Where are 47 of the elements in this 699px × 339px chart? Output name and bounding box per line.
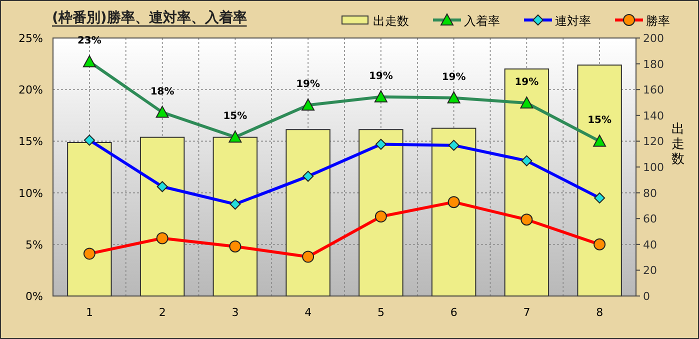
legend-label: 連対率 [555, 14, 591, 28]
y2-tick-label: 140 [643, 109, 664, 122]
x-tick-label: 6 [450, 306, 458, 319]
y-tick-label: 10% [18, 186, 43, 200]
data-label: 15% [588, 115, 612, 126]
data-label: 15% [223, 111, 248, 122]
x-tick-label: 2 [158, 306, 166, 319]
data-label: 19% [442, 72, 466, 83]
legend-label: 出走数 [373, 14, 409, 28]
y2-tick-label: 20 [643, 264, 657, 278]
y2-tick-label: 40 [643, 238, 657, 252]
bar [577, 64, 622, 296]
data-label: 23% [77, 36, 102, 47]
y-tick-label: 15% [18, 135, 43, 148]
data-label: 19% [368, 70, 393, 82]
y2-tick-label: 180 [643, 58, 664, 71]
bar [140, 136, 185, 296]
bar [358, 129, 404, 296]
x-tick-label: 5 [377, 306, 384, 319]
bar [212, 136, 258, 296]
y2-tick-label: 60 [643, 212, 657, 226]
y2-axis-title: 出走数 [672, 122, 684, 167]
data-label: 18% [150, 86, 174, 98]
x-tick-label: 7 [523, 306, 530, 319]
legend-label: 入着率 [464, 14, 500, 28]
y2-tick-label: 0 [643, 290, 650, 303]
x-tick-label: 4 [304, 306, 312, 319]
y2-tick-label: 100 [643, 161, 664, 174]
bar [431, 128, 476, 296]
y-tick-label: 0% [26, 290, 43, 303]
x-tick-label: 3 [232, 306, 239, 319]
chart-title: (枠番別)勝率、連対率、入着率 [52, 9, 247, 26]
y2-tick-label: 200 [643, 32, 664, 45]
y-tick-label: 5% [26, 238, 43, 252]
x-tick-label: 8 [596, 306, 604, 319]
data-label: 19% [514, 77, 539, 88]
x-tick-label: 1 [86, 306, 93, 319]
data-label: 19% [296, 79, 320, 90]
bar [286, 129, 330, 296]
y2-tick-label: 160 [643, 84, 664, 97]
legend-label: 勝率 [646, 14, 670, 28]
bar [504, 68, 550, 296]
y2-tick-label: 120 [643, 135, 664, 148]
y-tick-label: 25% [18, 32, 43, 45]
y-tick-label: 20% [18, 84, 43, 97]
bar [67, 142, 112, 296]
y2-tick-label: 80 [643, 186, 657, 200]
